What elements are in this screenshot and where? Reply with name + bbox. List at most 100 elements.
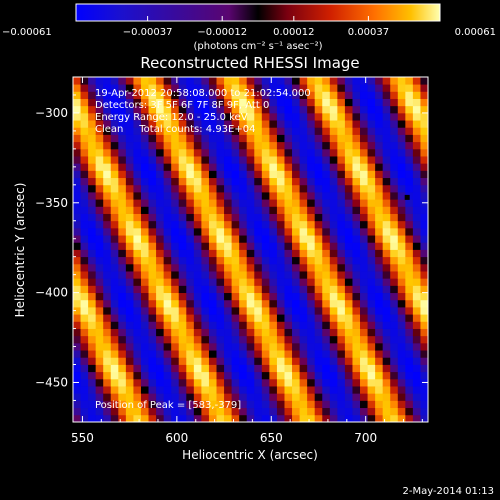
heatmap-cell	[299, 141, 308, 150]
heatmap-cell	[254, 227, 263, 236]
heatmap-cell	[208, 299, 217, 308]
heatmap-cell	[118, 91, 127, 99]
heatmap-cell	[201, 134, 210, 143]
heatmap-cell	[193, 206, 202, 214]
heatmap-cell	[397, 256, 406, 265]
heatmap-cell	[269, 321, 278, 329]
heatmap-cell	[390, 156, 399, 164]
heatmap-cell	[95, 242, 104, 250]
heatmap-cell	[299, 256, 308, 265]
heatmap-cell	[382, 227, 391, 236]
heatmap-cell	[224, 407, 233, 416]
heatmap-cell	[193, 378, 202, 387]
heatmap-cell	[405, 292, 414, 301]
heatmap-cell	[156, 249, 165, 258]
heatmap-cell	[261, 84, 270, 92]
heatmap-cell	[352, 77, 361, 85]
heatmap-cell	[88, 299, 97, 308]
heatmap-cell	[118, 263, 127, 272]
heatmap-cell	[269, 342, 278, 351]
heatmap-cell	[292, 184, 300, 193]
heatmap-cell	[133, 285, 142, 294]
heatmap-cell	[269, 77, 278, 85]
heatmap-cell	[269, 163, 278, 171]
heatmap-cell	[103, 263, 112, 272]
heatmap-cell	[216, 156, 225, 164]
heatmap-cell	[314, 314, 323, 322]
heatmap-cell	[367, 156, 376, 164]
heatmap-cell	[261, 170, 270, 179]
heatmap-cell	[412, 227, 421, 236]
heatmap-cell	[299, 156, 308, 164]
heatmap-cell	[88, 127, 97, 135]
heatmap-cell	[140, 364, 149, 373]
heatmap-cell	[322, 393, 331, 401]
heatmap-cell	[201, 98, 210, 107]
heatmap-cell	[88, 357, 97, 365]
heatmap-cell	[382, 199, 391, 207]
heatmap-cell	[201, 148, 210, 157]
heatmap-cell	[88, 227, 97, 236]
heatmap-cell	[307, 199, 316, 207]
heatmap-cell	[420, 120, 428, 128]
heatmap-cell	[352, 170, 361, 179]
heatmap-cell	[322, 105, 331, 114]
heatmap-cell	[397, 263, 406, 272]
heatmap-cell	[307, 350, 316, 358]
heatmap-cell	[412, 364, 421, 373]
heatmap-cell	[307, 184, 316, 193]
heatmap-cell	[292, 242, 300, 250]
heatmap-cell	[118, 314, 127, 322]
heatmap-cell	[186, 199, 195, 207]
heatmap-cell	[95, 371, 104, 380]
heatmap-cell	[95, 170, 104, 179]
heatmap-cell	[292, 120, 300, 128]
heatmap-cell	[352, 371, 361, 380]
heatmap-cell	[201, 112, 210, 121]
heatmap-cell	[337, 77, 346, 85]
heatmap-cell	[140, 335, 149, 344]
heatmap-cell	[88, 91, 97, 99]
heatmap-cell	[178, 127, 187, 135]
heatmap-cell	[390, 407, 399, 416]
heatmap-cell	[201, 120, 210, 128]
heatmap-cell	[352, 206, 361, 214]
heatmap-cell	[367, 278, 376, 286]
heatmap-cell	[148, 77, 157, 85]
heatmap-cell	[133, 112, 142, 121]
heatmap-cell	[322, 127, 331, 135]
heatmap-cell	[405, 271, 414, 279]
heatmap-cell	[397, 278, 406, 286]
heatmap-cell	[329, 227, 338, 236]
heatmap-cell	[208, 292, 217, 301]
heatmap-cell	[299, 177, 308, 186]
heatmap-cell	[382, 371, 391, 380]
heatmap-cell	[284, 328, 293, 337]
heatmap-cell	[412, 314, 421, 322]
heatmap-cell	[73, 307, 81, 315]
heatmap-cell	[201, 163, 210, 171]
heatmap-cell	[246, 184, 255, 193]
heatmap-cell	[201, 170, 210, 179]
heatmap-cell	[360, 314, 368, 322]
heatmap-cell	[322, 177, 331, 186]
heatmap-cell	[246, 77, 255, 85]
heatmap-cell	[140, 407, 149, 416]
heatmap-cell	[390, 227, 399, 236]
heatmap-cell	[216, 213, 225, 222]
heatmap-cell	[208, 220, 217, 229]
heatmap-cell	[390, 307, 399, 315]
heatmap-cell	[329, 378, 338, 387]
heatmap-cell	[140, 235, 149, 243]
heatmap-cell	[367, 134, 376, 143]
heatmap-cell	[367, 256, 376, 265]
heatmap-cell	[352, 199, 361, 207]
heatmap-cell	[276, 321, 285, 329]
heatmap-cell	[186, 127, 195, 135]
heatmap-cell	[284, 256, 293, 265]
heatmap-cell	[344, 177, 353, 186]
heatmap-cell	[125, 307, 134, 315]
heatmap-cell	[292, 357, 300, 365]
heatmap-cell	[231, 98, 240, 107]
heatmap-cell	[224, 292, 233, 301]
